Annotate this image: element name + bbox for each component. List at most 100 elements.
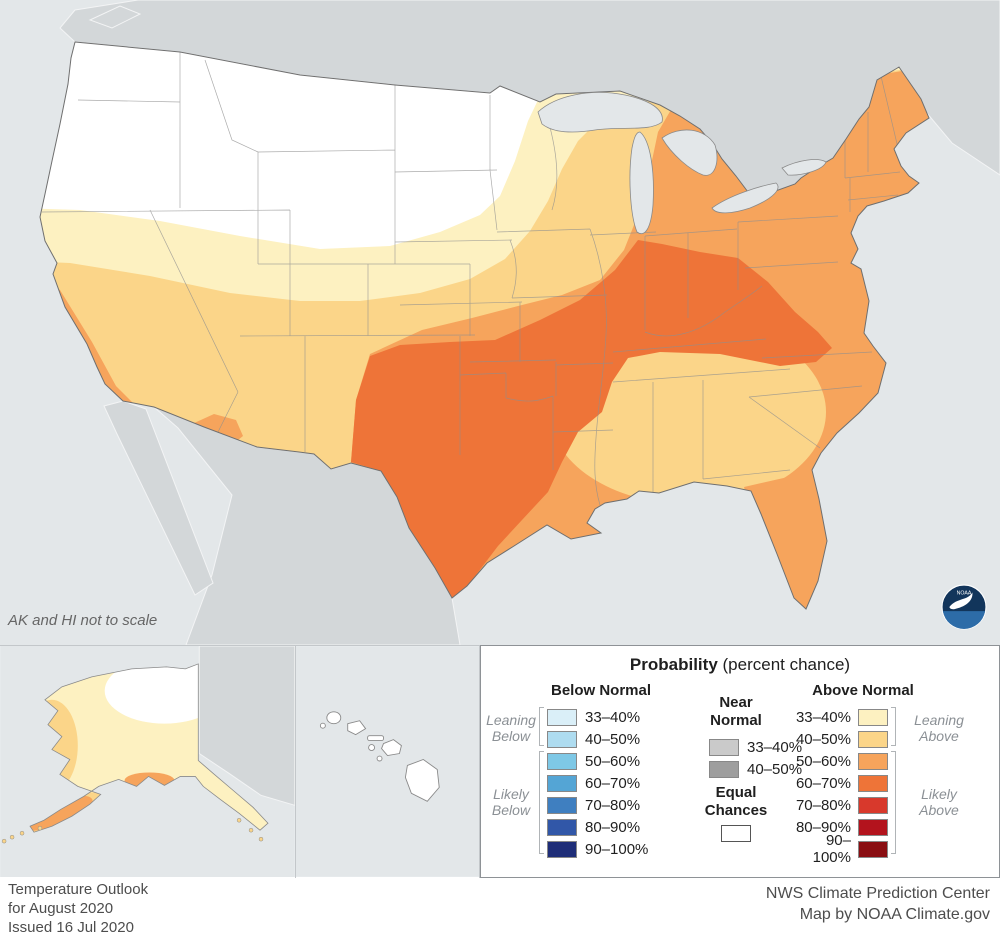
legend-row: 40–50% <box>709 758 802 780</box>
lake-ontario <box>781 159 827 176</box>
legend-row-label: 33–40% <box>747 738 803 756</box>
legend-row: 40–50% <box>547 728 648 750</box>
legend-row: 33–40% <box>709 736 802 758</box>
legend-swatch <box>547 752 577 770</box>
legend-swatch <box>547 708 577 726</box>
legend-swatch <box>858 840 888 858</box>
probability-legend: Probability (percent chance) Below Norma… <box>480 645 1000 878</box>
legend-row-label: 33–40% <box>795 708 851 726</box>
legend-row-label: 70–80% <box>795 796 851 814</box>
footer: Temperature Outlook for August 2020 Issu… <box>0 878 1000 938</box>
legend-row: 70–80% <box>547 794 648 816</box>
hawaii-ocean <box>296 646 479 877</box>
leaning-below-bracket <box>539 707 544 746</box>
alaska-inset <box>0 645 296 878</box>
legend-swatch <box>547 796 577 814</box>
noaa-logo-text: NOAA <box>957 590 972 596</box>
legend-row-label: 70–80% <box>585 796 641 814</box>
legend-row-label: 90–100% <box>812 832 851 866</box>
leaning-above-label: Leaning Above <box>914 712 964 745</box>
legend-swatch <box>858 796 888 814</box>
legend-row: 40–50% <box>793 728 888 750</box>
legend-swatch <box>858 708 888 726</box>
island-maui <box>381 739 402 757</box>
legend-row-label: 60–70% <box>585 774 641 792</box>
legend-row-label: 90–100% <box>585 840 649 858</box>
legend-row: 50–60% <box>793 750 888 772</box>
likely-above-bracket <box>891 751 896 854</box>
legend-row: 33–40% <box>793 706 888 728</box>
island-molokai <box>367 735 384 742</box>
region-florida-50-60 <box>744 477 823 609</box>
lake-erie <box>711 182 779 214</box>
legend-swatch <box>547 774 577 792</box>
alaska-outline <box>29 663 269 833</box>
legend-swatch <box>858 818 888 836</box>
equal-chances-swatch <box>721 825 751 842</box>
legend-row: 90–100% <box>547 838 648 860</box>
island-oahu <box>347 720 367 736</box>
leaning-above-bracket <box>891 707 896 746</box>
leaning-below-label: Leaning Below <box>486 712 536 745</box>
legend-row-label: 50–60% <box>795 752 851 770</box>
legend-swatch <box>547 730 577 748</box>
legend-row-label: 40–50% <box>747 760 803 778</box>
island-kauai <box>326 711 342 725</box>
conus-map-svg <box>0 0 1000 645</box>
aleutian-islands <box>1 818 264 844</box>
footer-line-outlook: Temperature Outlook <box>8 881 149 898</box>
footer-line-issued: Issued 16 Jul 2020 <box>8 918 134 936</box>
legend-row-label: 80–90% <box>795 818 851 836</box>
not-to-scale-note: AK and HI not to scale <box>8 612 158 629</box>
likely-below-label: Likely Below <box>491 786 531 819</box>
usa-outline <box>39 41 930 610</box>
legend-swatch <box>547 840 577 858</box>
legend-row: 80–90% <box>547 816 648 838</box>
likely-above-label: Likely Above <box>919 786 959 819</box>
island-lanai <box>368 744 376 752</box>
great-lakes <box>537 92 827 234</box>
state-borders <box>41 48 901 506</box>
island-niihau <box>319 722 326 729</box>
legend-row-label: 40–50% <box>585 730 641 748</box>
legend-row-label: 80–90% <box>585 818 641 836</box>
equal-chances-header: Equal Chances <box>704 784 768 819</box>
footer-line-noaa: Map by NOAA Climate.gov <box>799 905 990 923</box>
legend-swatch <box>858 730 888 748</box>
footer-credit-block: NWS Climate Prediction Center Map by NOA… <box>766 884 990 926</box>
hawaii-inset <box>296 645 480 878</box>
insets-row: Probability (percent chance) Below Norma… <box>0 645 1000 878</box>
legend-swatch <box>709 738 739 756</box>
baja-peninsula <box>103 400 214 596</box>
legend-row-label: 50–60% <box>585 752 641 770</box>
legend-row: 90–100% <box>793 832 888 866</box>
island-kahoolawe <box>376 755 383 762</box>
legend-swatch <box>709 760 739 778</box>
legend-swatch <box>858 752 888 770</box>
legend-row: 60–70% <box>793 772 888 794</box>
legend-title: Probability (percent chance) <box>629 655 851 674</box>
alaska-canada-land <box>198 646 295 806</box>
legend-swatch <box>858 774 888 792</box>
legend-row: 80–90% <box>793 816 888 838</box>
alaska-equal-chances <box>104 663 225 724</box>
below-normal-header: Below Normal <box>550 682 652 699</box>
footer-line-nws: NWS Climate Prediction Center <box>765 885 990 902</box>
legend-row-label: 40–50% <box>795 730 851 748</box>
above-normal-header: Above Normal <box>812 682 914 699</box>
noaa-logo-icon: NOAA <box>941 584 987 630</box>
island-hawaii-big-island <box>404 759 440 802</box>
legend-row: 33–40% <box>547 706 648 728</box>
near-normal-header: Near Normal <box>710 694 762 729</box>
legend-row-label: 33–40% <box>585 708 641 726</box>
footer-line-month: for August 2020 <box>8 899 114 917</box>
legend-row: 60–70% <box>547 772 648 794</box>
region-above-60-70-swath <box>351 240 832 598</box>
lake-huron <box>661 129 718 176</box>
legend-swatch <box>547 818 577 836</box>
conus-map: AK and HI not to scale NOAA <box>0 0 1000 645</box>
vancouver-island <box>88 5 142 29</box>
below-normal-rows: 33–40% 40–50% 50–60% 60–70% 70–80% 80–90… <box>547 706 648 860</box>
lake-superior <box>537 92 663 133</box>
